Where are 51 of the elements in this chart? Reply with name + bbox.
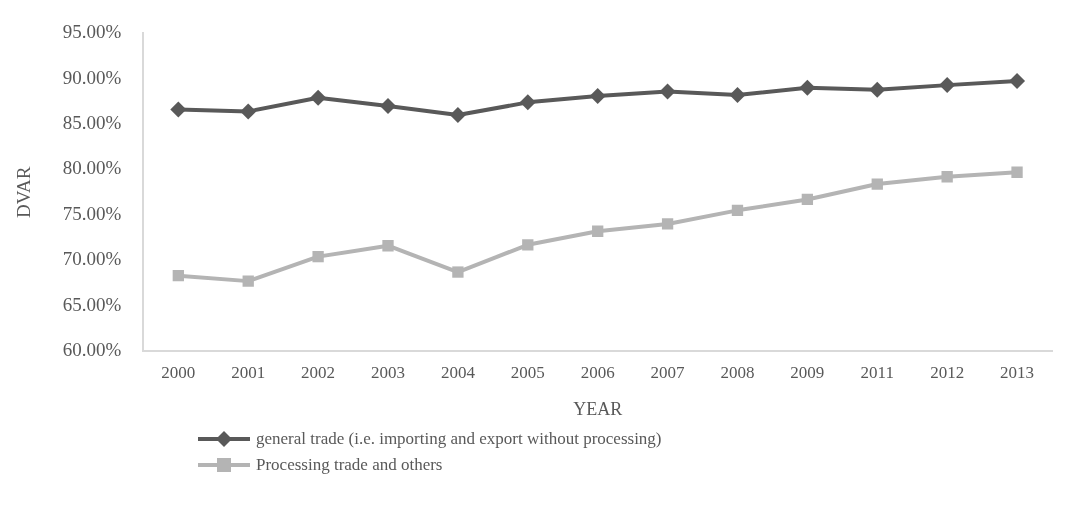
- x-tick-label: 2013: [1000, 362, 1035, 382]
- y-tick-label: 95.00%: [62, 21, 122, 43]
- point: [941, 171, 953, 183]
- x-tick-label: 2012: [930, 362, 965, 382]
- legend-label: Processing trade and others: [256, 455, 443, 475]
- point: [659, 83, 676, 100]
- y-tick-label: 70.00%: [62, 248, 122, 270]
- y-tick-label: 80.00%: [62, 157, 122, 179]
- x-tick-label: 2005: [510, 362, 545, 382]
- point: [661, 218, 674, 230]
- point: [242, 275, 254, 287]
- y-tick-label: 75.00%: [62, 202, 122, 224]
- point: [449, 107, 466, 124]
- x-tick-label: 2009: [790, 362, 825, 382]
- point: [939, 77, 956, 94]
- point: [519, 94, 536, 111]
- x-tick-label: 2004: [440, 362, 476, 382]
- x-tick-label: 2007: [650, 362, 686, 382]
- point: [1009, 73, 1026, 90]
- point: [170, 101, 187, 118]
- x-axis-title: YEAR: [573, 398, 623, 419]
- x-tick-label: 2006: [580, 362, 615, 382]
- point: [869, 81, 886, 98]
- y-tick-label: 85.00%: [62, 112, 122, 134]
- point: [871, 178, 883, 190]
- point: [240, 103, 257, 120]
- legend-label: general trade (i.e. importing and export without processing): [256, 429, 662, 449]
- point: [801, 193, 814, 206]
- x-tick-label: 2008: [720, 362, 755, 382]
- point: [310, 89, 327, 106]
- x-tick-label: 2003: [371, 362, 406, 382]
- point: [382, 240, 394, 252]
- y-tick-label: 65.00%: [62, 293, 122, 315]
- point: [729, 87, 746, 104]
- x-tick-label: 2001: [231, 362, 266, 382]
- point: [731, 204, 744, 217]
- point: [522, 239, 534, 251]
- y-tick-label: 90.00%: [62, 66, 122, 88]
- point: [380, 97, 397, 114]
- point: [589, 88, 606, 105]
- y-tick-label: 60.00%: [62, 338, 122, 360]
- x-tick-label: 2000: [161, 362, 196, 382]
- point: [452, 266, 464, 278]
- point: [799, 79, 816, 96]
- point: [592, 225, 604, 237]
- y-axis-title: DVAR: [13, 166, 35, 218]
- point: [172, 270, 184, 282]
- x-tick-label: 2002: [301, 362, 336, 382]
- x-tick-label: 2011: [860, 362, 894, 382]
- point: [1011, 166, 1023, 178]
- point: [312, 250, 324, 263]
